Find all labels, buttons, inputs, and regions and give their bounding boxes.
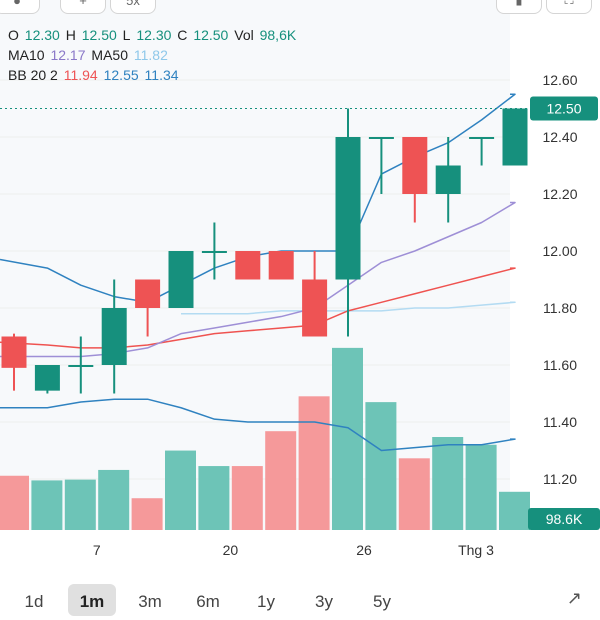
candle-body xyxy=(135,279,161,308)
zoom-label: 5x xyxy=(126,0,140,8)
legend-ma50-value: 11.82 xyxy=(133,47,168,63)
candle-body xyxy=(469,137,495,139)
volume-bar xyxy=(98,469,130,530)
volume-bar xyxy=(465,444,497,530)
legend-close-value: 12.50 xyxy=(193,27,229,43)
legend-low-value: 12.30 xyxy=(136,27,172,43)
tab-5y[interactable]: 5y xyxy=(373,592,391,611)
candle-body xyxy=(268,251,294,280)
candle-body xyxy=(302,279,328,337)
tab-3m[interactable]: 3m xyxy=(138,592,162,611)
tab-1y[interactable]: 1y xyxy=(257,592,275,611)
volume-bar xyxy=(332,347,363,530)
legend-ma: MA10 12.17 MA50 11.82 xyxy=(8,47,170,64)
current-volume-label: 98.6K xyxy=(546,511,583,527)
price-tick-label: 12.20 xyxy=(542,186,577,202)
price-tick-label: 11.40 xyxy=(543,414,577,430)
volume-bar xyxy=(31,480,63,530)
candle-body xyxy=(402,137,428,194)
zoom-button[interactable]: 5x xyxy=(110,0,156,14)
fullscreen-button[interactable]: ⛶ xyxy=(546,0,592,14)
fullscreen-icon: ⛶ xyxy=(564,0,573,8)
candle-body xyxy=(335,137,361,280)
volume-bar xyxy=(398,458,430,530)
volume-bar xyxy=(165,450,196,530)
candle-body xyxy=(502,108,528,166)
x-tick-label: 20 xyxy=(223,542,239,558)
legend-low-label: L xyxy=(122,27,131,43)
legend-volume-label: Vol xyxy=(234,27,254,43)
legend-bb-upper-value: 12.55 xyxy=(103,67,139,83)
volume-bar xyxy=(265,431,297,530)
legend-bb-mid-value: 11.94 xyxy=(63,67,98,83)
candle-body xyxy=(235,251,261,280)
tab-1d[interactable]: 1d xyxy=(24,592,44,611)
legend-ma10-value: 12.17 xyxy=(50,47,86,63)
candle-body xyxy=(435,165,461,194)
volume-bar xyxy=(64,479,96,530)
settings-button[interactable]: ● xyxy=(0,0,40,14)
current-volume-badge xyxy=(528,508,600,530)
chart-type-button[interactable]: ▮ xyxy=(496,0,542,14)
timeframe-bar: 1d 1m 3m 6m 1y 3y 5y xyxy=(10,580,590,620)
candle-body xyxy=(68,365,94,367)
x-tick-label: 7 xyxy=(93,542,101,558)
legend-volume-value: 98,6K xyxy=(259,27,297,43)
volume-bar xyxy=(298,396,330,530)
current-price-badge xyxy=(530,96,598,121)
price-tick-label: 12.60 xyxy=(542,72,577,88)
tab-1m[interactable]: 1m xyxy=(68,584,116,616)
legend-ma50-label: MA50 xyxy=(91,47,128,63)
legend-ohlc: O 12.30 H 12.50 L 12.30 C 12.50 Vol 98,6… xyxy=(8,27,298,44)
ma50-line xyxy=(181,301,516,315)
legend-bb-lower-value: 11.34 xyxy=(144,67,179,83)
candle-body xyxy=(201,251,227,253)
volume-bar xyxy=(198,466,230,530)
legend-bb: BB 20 2 11.94 12.55 11.34 xyxy=(8,67,181,84)
price-tick-label: 11.20 xyxy=(543,471,577,487)
legend-open-label: O xyxy=(8,27,19,43)
gear-icon: ● xyxy=(13,0,21,8)
volume-bar xyxy=(365,402,397,530)
candle-body xyxy=(101,308,127,365)
current-price-label: 12.50 xyxy=(546,101,581,117)
tab-3y[interactable]: 3y xyxy=(315,592,333,611)
volume-bar xyxy=(131,498,163,530)
price-tick-label: 12.40 xyxy=(542,129,577,145)
legend-close-label: C xyxy=(177,27,188,43)
volume-bar xyxy=(0,475,29,530)
legend-high-value: 12.50 xyxy=(81,27,117,43)
legend-open-value: 12.30 xyxy=(24,27,60,43)
candle-body xyxy=(368,137,394,139)
candle-body xyxy=(34,365,60,391)
legend-ma10-label: MA10 xyxy=(8,47,45,63)
plus-icon: + xyxy=(79,0,87,8)
volume-bar xyxy=(432,437,464,530)
price-tick-label: 12.00 xyxy=(542,243,577,259)
add-indicator-button[interactable]: + xyxy=(60,0,106,14)
tab-6m[interactable]: 6m xyxy=(196,592,220,611)
candle-body xyxy=(1,336,27,368)
candles-icon: ▮ xyxy=(515,0,522,8)
volume-bar xyxy=(231,466,263,530)
price-chart[interactable]: 12.60 12.40 12.20 12.00 11.80 11.60 11.40 11.20… xyxy=(0,0,600,600)
price-tick-label: 11.60 xyxy=(543,357,577,373)
volume-bar xyxy=(499,491,530,530)
x-tick-label: Thg 3 xyxy=(458,542,494,558)
x-tick-label: 26 xyxy=(356,542,372,558)
candle-body xyxy=(168,251,194,308)
expand-icon[interactable]: ↗ xyxy=(566,588,582,608)
legend-high-label: H xyxy=(65,27,76,43)
bb-lower-line xyxy=(0,398,516,452)
legend-bb-label: BB 20 2 xyxy=(8,67,58,83)
price-tick-label: 11.80 xyxy=(543,300,577,316)
